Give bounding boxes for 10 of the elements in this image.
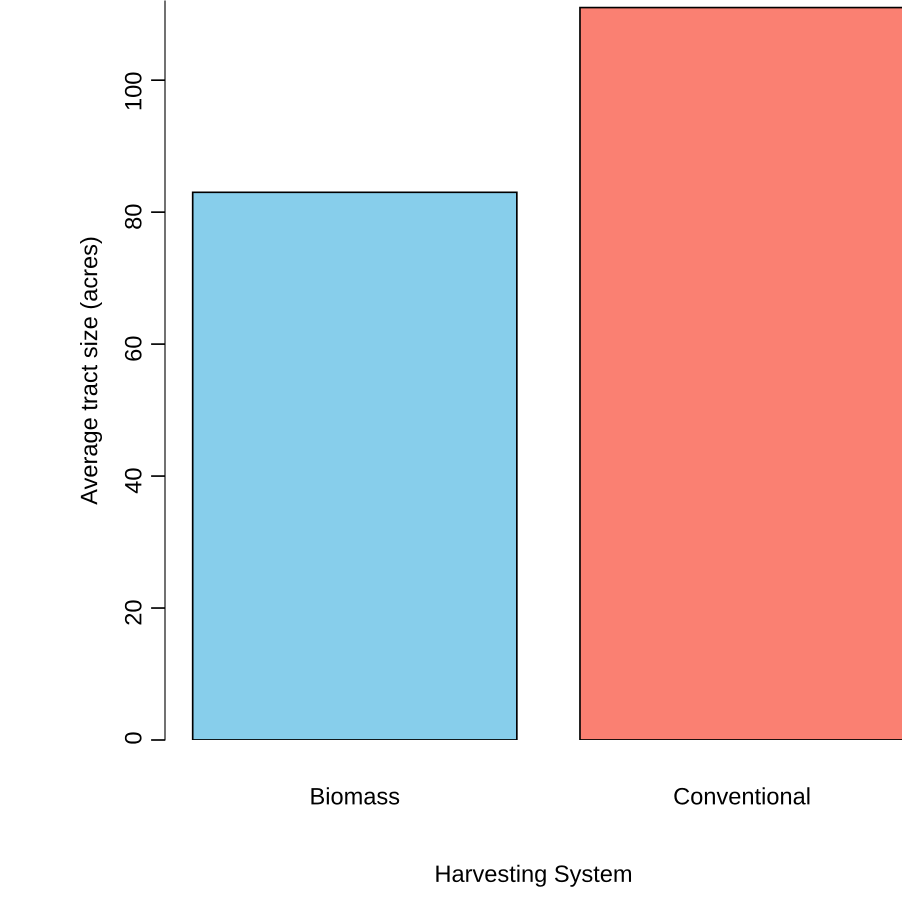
y-tick-label: 100 <box>124 72 142 110</box>
x-tick-label: Biomass <box>311 787 400 805</box>
y-tick-label: 0 <box>124 732 142 744</box>
y-tick-label: 80 <box>124 204 142 229</box>
y-tick-label: 60 <box>124 336 142 361</box>
x-tick-label: Conventional <box>674 787 810 805</box>
y-axis-title: Average tract size (acres) <box>80 238 102 505</box>
y-tick-label: 20 <box>124 600 142 625</box>
x-axis-title: Harvesting System <box>436 864 632 887</box>
y-tick-label: 40 <box>124 468 142 494</box>
